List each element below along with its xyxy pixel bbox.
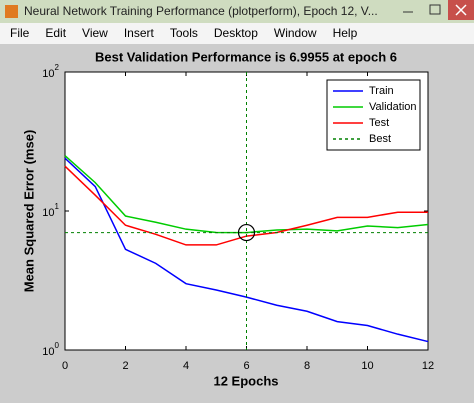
minimize-button[interactable]: [395, 0, 421, 20]
y-tick-exponent: 0: [55, 341, 60, 350]
x-tick-label: 4: [183, 360, 189, 372]
y-tick-base: 10: [42, 346, 54, 358]
y-tick-exponent: 1: [55, 202, 60, 211]
legend-label: Best: [369, 133, 391, 145]
x-tick-label: 6: [243, 360, 249, 372]
app-icon: [5, 5, 18, 18]
menu-item[interactable]: Help: [333, 26, 358, 40]
series-line: [64, 157, 429, 343]
close-icon: [455, 4, 467, 16]
menu-item[interactable]: Insert: [124, 26, 155, 40]
menu-item[interactable]: Tools: [170, 26, 198, 40]
x-tick-label: 0: [62, 360, 68, 372]
x-tick-label: 2: [122, 360, 128, 372]
legend-label: Test: [369, 117, 389, 129]
y-tick-base: 10: [42, 68, 54, 80]
y-tick-label: 102: [42, 63, 59, 80]
menu-bar: [0, 23, 474, 44]
menu-item[interactable]: View: [82, 26, 108, 40]
title-bar: [0, 0, 474, 23]
menu-item[interactable]: Window: [274, 26, 317, 40]
y-tick-label: 100: [42, 341, 59, 358]
y-tick-base: 10: [42, 207, 54, 219]
legend-label: Train: [369, 85, 394, 97]
y-axis-label: Mean Squared Error (mse): [21, 130, 36, 293]
legend-label: Validation: [369, 101, 417, 113]
menu-item[interactable]: Edit: [45, 26, 66, 40]
y-tick-label: 101: [42, 202, 59, 219]
chart-title: Best Validation Performance is 6.9955 at…: [95, 49, 397, 64]
x-tick-label: 12: [422, 360, 434, 372]
menu-item[interactable]: File: [10, 26, 30, 40]
x-tick-label: 10: [361, 360, 373, 372]
maximize-icon: [429, 4, 441, 15]
x-tick-label: 8: [304, 360, 310, 372]
window-title: Neural Network Training Performance (plo…: [24, 4, 378, 18]
best-marker: [237, 223, 256, 242]
y-tick-exponent: 2: [55, 63, 60, 72]
maximize-button[interactable]: [422, 0, 448, 20]
x-axis-label: 12 Epochs: [213, 373, 278, 388]
menu-item[interactable]: Desktop: [214, 26, 258, 40]
